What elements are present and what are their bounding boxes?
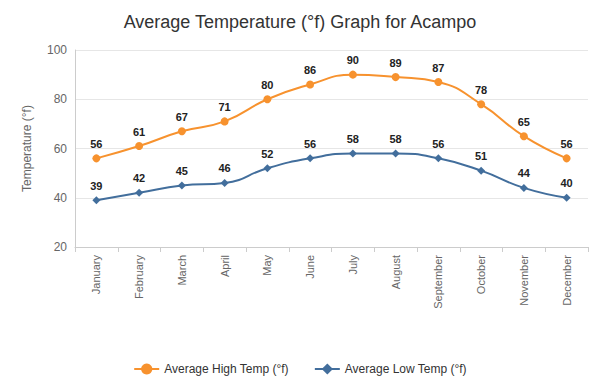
svg-text:58: 58 (390, 133, 402, 145)
svg-text:Average Temperature (°f) Graph: Average Temperature (°f) Graph for Acamp… (124, 12, 477, 32)
svg-text:November: November (518, 255, 530, 306)
svg-text:Average Low Temp (°f): Average Low Temp (°f) (345, 362, 467, 376)
svg-text:Average High Temp (°f): Average High Temp (°f) (164, 362, 288, 376)
svg-text:58: 58 (347, 133, 359, 145)
svg-text:39: 39 (90, 180, 102, 192)
svg-text:52: 52 (261, 148, 273, 160)
svg-text:April: April (219, 255, 231, 277)
svg-text:40: 40 (561, 177, 573, 189)
svg-text:56: 56 (432, 138, 444, 150)
svg-text:78: 78 (475, 84, 487, 96)
svg-text:July: July (347, 255, 359, 275)
svg-text:86: 86 (304, 64, 316, 76)
svg-text:42: 42 (133, 172, 145, 184)
svg-text:56: 56 (304, 138, 316, 150)
svg-text:80: 80 (261, 79, 273, 91)
svg-text:45: 45 (176, 165, 188, 177)
svg-text:89: 89 (390, 57, 402, 69)
svg-text:61: 61 (133, 126, 145, 138)
svg-text:Temperature (°f): Temperature (°f) (20, 105, 34, 192)
svg-text:67: 67 (176, 111, 188, 123)
svg-text:90: 90 (347, 54, 359, 66)
svg-text:100: 100 (47, 43, 67, 57)
svg-text:56: 56 (90, 138, 102, 150)
svg-text:87: 87 (432, 62, 444, 74)
svg-text:65: 65 (518, 116, 530, 128)
svg-text:August: August (390, 255, 402, 289)
svg-text:46: 46 (219, 162, 231, 174)
svg-text:60: 60 (54, 142, 68, 156)
svg-text:May: May (261, 255, 273, 276)
svg-text:71: 71 (219, 101, 231, 113)
svg-text:January: January (90, 255, 102, 295)
svg-text:October: October (475, 255, 487, 294)
svg-text:56: 56 (561, 138, 573, 150)
svg-text:20: 20 (54, 240, 68, 254)
svg-text:February: February (133, 255, 145, 300)
svg-text:March: March (176, 255, 188, 286)
svg-text:40: 40 (54, 191, 68, 205)
svg-text:44: 44 (518, 167, 531, 179)
svg-text:June: June (304, 255, 316, 279)
svg-text:51: 51 (475, 150, 487, 162)
svg-text:December: December (561, 255, 573, 306)
svg-text:September: September (432, 255, 444, 309)
svg-text:80: 80 (54, 92, 68, 106)
